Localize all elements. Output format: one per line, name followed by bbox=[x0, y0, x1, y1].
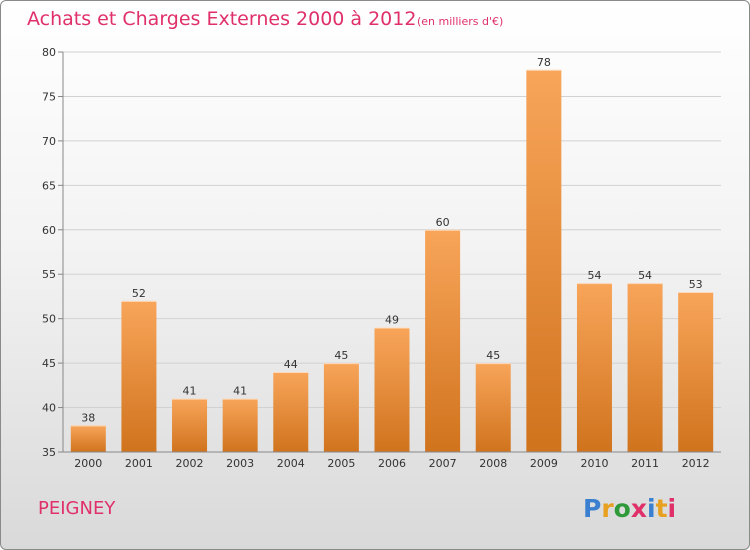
x-tick-label: 2003 bbox=[226, 457, 254, 470]
x-tick-label: 2011 bbox=[631, 457, 659, 470]
x-tick-label: 2009 bbox=[530, 457, 558, 470]
y-tick-label: 60 bbox=[42, 224, 56, 237]
data-label: 54 bbox=[638, 269, 652, 282]
data-label: 60 bbox=[436, 216, 450, 229]
y-tick-label: 55 bbox=[42, 268, 56, 281]
x-tick-label: 2006 bbox=[378, 457, 406, 470]
bar-2012 bbox=[678, 292, 714, 452]
chart-unit: (en milliers d'€) bbox=[417, 15, 503, 28]
bar-2004 bbox=[273, 372, 309, 452]
bar-2003 bbox=[222, 398, 258, 452]
axes bbox=[62, 52, 721, 453]
x-tick-label: 2001 bbox=[125, 457, 153, 470]
data-label: 44 bbox=[284, 358, 298, 371]
data-labels: 38 52 41 41 44 45 49 60 45 78 54 54 53 bbox=[81, 56, 702, 425]
data-label: 54 bbox=[587, 269, 601, 282]
bar-2008 bbox=[475, 363, 511, 452]
bar-2011 bbox=[627, 283, 663, 452]
x-tick-label: 2002 bbox=[176, 457, 204, 470]
data-label: 41 bbox=[233, 385, 247, 398]
data-label: 52 bbox=[132, 287, 146, 300]
data-label: 41 bbox=[183, 385, 197, 398]
bar-2006 bbox=[374, 327, 410, 452]
data-label: 45 bbox=[334, 349, 348, 362]
x-tick-label: 2008 bbox=[479, 457, 507, 470]
chart-title: Achats et Charges Externes 2000 à 2012 bbox=[27, 8, 416, 30]
x-tick-label: 2010 bbox=[580, 457, 608, 470]
bar-2010 bbox=[576, 283, 612, 452]
y-tick-label: 70 bbox=[42, 135, 56, 148]
data-label: 49 bbox=[385, 314, 399, 327]
y-tick-label: 50 bbox=[42, 313, 56, 326]
bar-2005 bbox=[323, 363, 359, 452]
bar-2007 bbox=[425, 229, 461, 452]
proxiti-logo: Proxiti bbox=[583, 494, 676, 523]
x-tick-label: 2004 bbox=[277, 457, 305, 470]
y-tick-label: 75 bbox=[42, 90, 56, 103]
y-tick-label: 45 bbox=[42, 357, 56, 370]
y-tick-label: 65 bbox=[42, 179, 56, 192]
bars bbox=[70, 69, 714, 453]
bar-2001 bbox=[121, 300, 157, 452]
tick-labels: 35 40 45 50 55 60 65 70 75 80 2000 2001 2002 2003 2004… bbox=[42, 46, 710, 470]
x-tick-label: 2005 bbox=[327, 457, 355, 470]
commune-name: PEIGNEY bbox=[38, 498, 116, 519]
x-tick-label: 2007 bbox=[429, 457, 457, 470]
y-tick-label: 40 bbox=[42, 402, 56, 415]
bar-2009 bbox=[526, 69, 562, 453]
data-label: 78 bbox=[537, 56, 551, 69]
x-tick-label: 2000 bbox=[74, 457, 102, 470]
bar-2000 bbox=[70, 425, 106, 452]
x-tick-label: 2012 bbox=[682, 457, 710, 470]
y-tick-label: 35 bbox=[42, 446, 56, 459]
bar-2002 bbox=[172, 398, 208, 452]
y-tick-label: 80 bbox=[42, 46, 56, 59]
data-label: 45 bbox=[486, 349, 500, 362]
data-label: 53 bbox=[689, 278, 703, 291]
data-label: 38 bbox=[81, 411, 95, 424]
